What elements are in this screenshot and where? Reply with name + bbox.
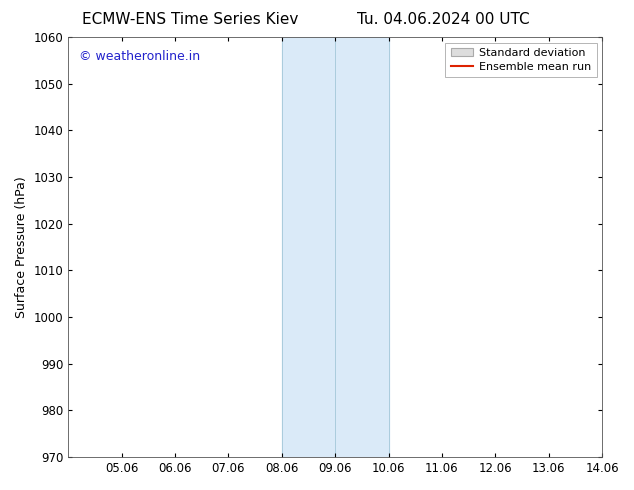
Text: Tu. 04.06.2024 00 UTC: Tu. 04.06.2024 00 UTC xyxy=(358,12,530,27)
Text: © weatheronline.in: © weatheronline.in xyxy=(79,50,200,63)
Text: ECMW-ENS Time Series Kiev: ECMW-ENS Time Series Kiev xyxy=(82,12,299,27)
Bar xyxy=(281,37,389,457)
Y-axis label: Surface Pressure (hPa): Surface Pressure (hPa) xyxy=(15,176,28,318)
Legend: Standard deviation, Ensemble mean run: Standard deviation, Ensemble mean run xyxy=(446,43,597,77)
